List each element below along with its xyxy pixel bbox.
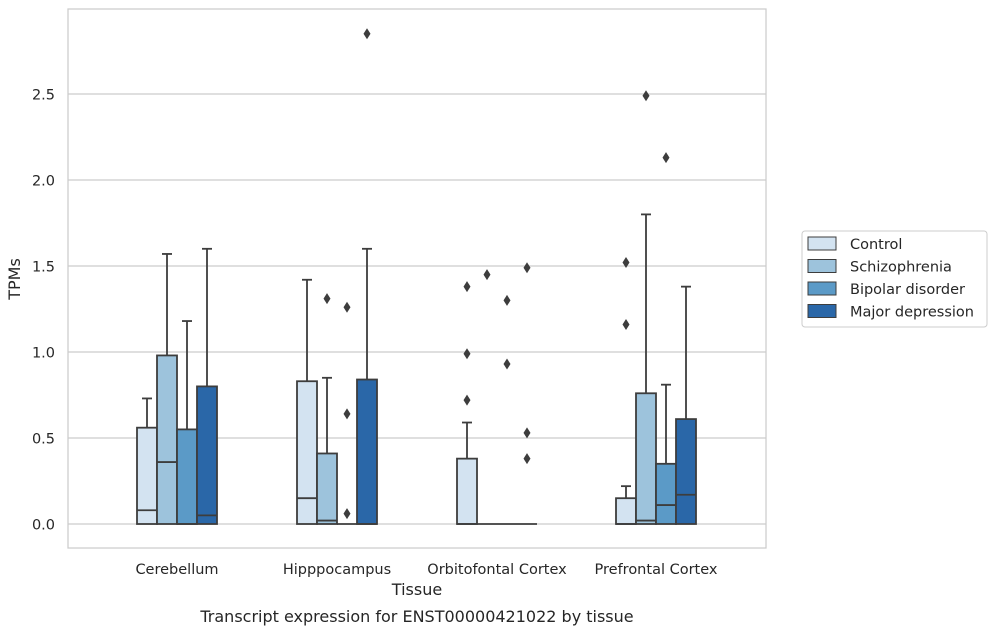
box-body: [655, 462, 677, 525]
box-1-2: [477, 269, 497, 525]
box-3-2: [517, 262, 537, 525]
outlier-point: [343, 508, 351, 520]
box-2-0: [176, 320, 198, 525]
legend: Control Schizophrenia Bipolar disorder Majo…: [801, 230, 988, 328]
y-tick-labels: 0.0 0.5 1.0 1.5 2.0 2.5: [32, 88, 55, 534]
outlier-point: [323, 293, 331, 305]
y-tick-label: 2.5: [32, 88, 55, 104]
box-body: [296, 380, 318, 525]
legend-frame: [801, 230, 988, 328]
x-axis-label: Tissue: [391, 580, 442, 599]
outlier-point: [523, 453, 531, 465]
outlier-point: [642, 90, 650, 102]
box-1-1: [316, 293, 338, 525]
outlier-point: [463, 394, 471, 406]
outlier-point: [523, 427, 531, 439]
x-tick-label: Prefrontal Cortex: [595, 562, 718, 578]
box-body: [156, 354, 178, 525]
legend-label: Control: [850, 237, 902, 253]
y-tick-label: 1.0: [32, 346, 55, 362]
y-tick-label: 1.5: [32, 260, 55, 276]
box-body: [356, 378, 378, 525]
box-body: [316, 452, 338, 525]
legend-label: Major depression: [850, 305, 974, 321]
legend-label: Schizophrenia: [850, 260, 952, 276]
x-tick-label: Cerebellum: [135, 562, 218, 578]
y-tick-label: 0.0: [32, 518, 55, 534]
outlier-point: [503, 358, 511, 370]
box-2-1: [337, 301, 357, 525]
box-3-3: [675, 285, 697, 525]
outlier-point: [662, 152, 670, 164]
box-series: [136, 28, 697, 525]
outlier-point: [483, 269, 491, 281]
y-tick-label: 2.0: [32, 174, 55, 190]
box-0-1: [296, 278, 318, 525]
x-tick-label: Orbitofontal Cortex: [427, 562, 567, 578]
outlier-point: [363, 28, 371, 40]
outlier-point: [523, 262, 531, 274]
outlier-point: [622, 257, 630, 269]
series-0: [136, 257, 637, 525]
legend-label: Bipolar disorder: [850, 282, 965, 298]
box-body: [635, 392, 657, 525]
box-0-3: [615, 257, 637, 525]
box-body: [615, 497, 637, 525]
outlier-point: [503, 294, 511, 306]
box-2-3: [655, 152, 677, 525]
chart-caption: Transcript expression for ENST0000042102…: [199, 607, 633, 626]
box-body: [196, 385, 218, 525]
outlier-point: [622, 318, 630, 330]
box-1-3: [635, 90, 657, 525]
box-0-2: [456, 281, 478, 525]
outlier-point: [463, 281, 471, 293]
outlier-point: [343, 408, 351, 420]
box-3-0: [196, 247, 218, 525]
legend-swatch: [807, 304, 837, 318]
legend-swatch: [807, 236, 837, 251]
x-tick-label: Hipppocampus: [283, 562, 391, 578]
y-tick-label: 0.5: [32, 432, 55, 448]
box-body: [675, 418, 697, 525]
y-axis-label: TPMs: [5, 258, 24, 301]
box-3-1: [356, 28, 378, 525]
outlier-point: [463, 348, 471, 360]
legend-swatch: [807, 259, 837, 273]
box-2-2: [497, 294, 517, 525]
legend-swatch: [807, 281, 837, 296]
series-3: [196, 28, 697, 525]
outlier-point: [343, 301, 351, 313]
box-body: [176, 428, 198, 525]
series-2: [176, 152, 677, 525]
x-tick-labels: Cerebellum Hipppocampus Orbitofontal Corte…: [135, 562, 717, 578]
box-body: [456, 457, 478, 525]
